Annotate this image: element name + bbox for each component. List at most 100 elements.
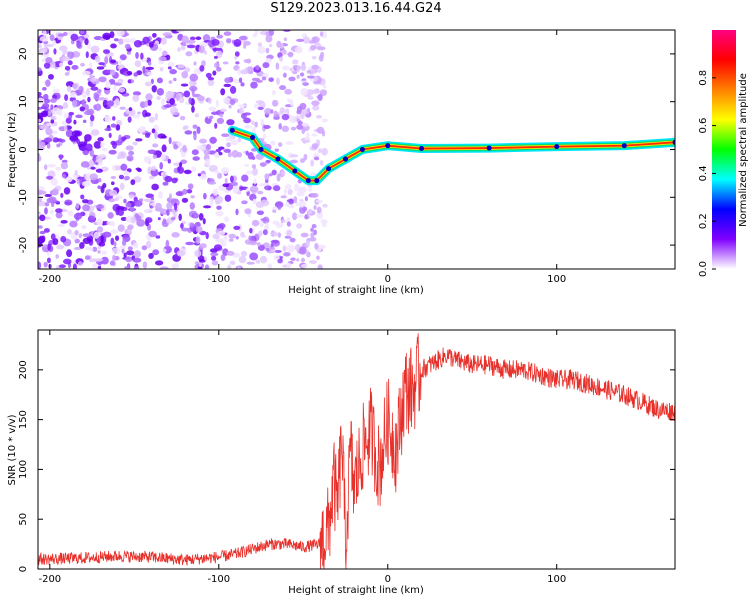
noise-speckle <box>130 179 136 186</box>
noise-speckle <box>224 177 228 184</box>
noise-speckle <box>213 244 223 251</box>
noise-speckle <box>228 238 234 242</box>
noise-speckle <box>296 38 305 43</box>
noise-speckle <box>60 220 68 224</box>
noise-speckle <box>311 100 320 106</box>
noise-speckle <box>224 194 232 202</box>
noise-speckle <box>142 261 148 269</box>
noise-speckle <box>120 136 127 141</box>
noise-speckle <box>128 150 135 156</box>
noise-speckle <box>177 166 181 172</box>
noise-speckle <box>127 224 134 230</box>
noise-speckle <box>156 88 164 96</box>
noise-speckle <box>310 232 315 238</box>
noise-speckle <box>227 151 232 158</box>
noise-speckle <box>222 183 230 188</box>
noise-speckle <box>61 159 68 163</box>
noise-speckle <box>205 232 209 240</box>
noise-speckle <box>69 135 79 142</box>
noise-speckle <box>302 122 310 127</box>
noise-speckle <box>149 205 153 209</box>
noise-speckle <box>78 233 83 239</box>
y-tick-label: 50 <box>18 513 29 526</box>
noise-speckle <box>284 235 292 239</box>
noise-speckle <box>111 181 115 186</box>
noise-speckle <box>316 211 324 220</box>
noise-speckle <box>234 56 238 60</box>
noise-speckle <box>184 125 189 130</box>
noise-speckle <box>235 236 239 240</box>
noise-speckle <box>73 212 83 220</box>
noise-speckle <box>84 38 89 46</box>
noise-speckle <box>176 30 186 33</box>
ridge-point <box>305 178 311 184</box>
noise-speckle <box>229 99 236 106</box>
noise-speckle <box>213 152 220 159</box>
x-tick-label: -200 <box>38 574 61 585</box>
noise-speckle <box>39 36 49 42</box>
noise-speckle <box>55 166 62 171</box>
noise-speckle <box>45 79 51 87</box>
noise-speckle <box>117 65 123 70</box>
noise-speckle <box>260 199 270 207</box>
noise-speckle <box>149 175 155 180</box>
noise-speckle <box>85 143 93 152</box>
noise-speckle <box>191 166 197 172</box>
noise-speckle <box>135 138 143 142</box>
noise-speckle <box>308 260 318 264</box>
noise-speckle <box>42 30 47 37</box>
noise-speckle <box>75 202 80 210</box>
noise-speckle <box>312 55 317 60</box>
noise-speckle <box>72 99 78 108</box>
noise-speckle <box>313 229 317 236</box>
noise-speckle <box>63 187 71 195</box>
noise-speckle <box>38 44 42 49</box>
noise-speckle <box>65 81 74 88</box>
noise-speckle <box>81 70 91 76</box>
noise-speckle <box>256 242 261 247</box>
noise-speckle <box>191 87 195 96</box>
noise-speckle <box>117 78 124 84</box>
noise-speckle <box>300 257 306 263</box>
ridge-point <box>621 143 627 149</box>
noise-speckle <box>64 199 73 206</box>
noise-speckle <box>40 124 50 130</box>
noise-speckle <box>300 232 309 238</box>
noise-speckle <box>94 258 104 262</box>
noise-speckle <box>80 225 87 230</box>
noise-speckle <box>319 31 324 37</box>
noise-speckle <box>199 138 207 144</box>
noise-speckle <box>118 87 126 93</box>
noise-speckle <box>148 252 154 260</box>
noise-speckle <box>38 261 42 269</box>
noise-speckle <box>147 99 152 106</box>
noise-speckle <box>321 147 328 156</box>
noise-speckle <box>152 143 159 148</box>
noise-speckle <box>55 208 63 213</box>
noise-speckle <box>108 132 112 139</box>
noise-speckle <box>310 227 314 232</box>
noise-speckle <box>249 252 259 261</box>
noise-speckle <box>270 140 276 146</box>
noise-speckle <box>98 62 105 66</box>
noise-speckle <box>196 126 201 135</box>
noise-speckle <box>222 61 229 65</box>
noise-speckle <box>299 158 306 163</box>
noise-speckle <box>64 72 70 76</box>
noise-speckle <box>80 161 90 168</box>
noise-speckle <box>193 213 199 219</box>
noise-speckle <box>226 250 235 256</box>
noise-speckle <box>289 159 298 164</box>
noise-speckle <box>87 96 91 103</box>
noise-speckle <box>295 201 299 207</box>
noise-speckle <box>257 244 265 251</box>
noise-speckle <box>105 81 111 89</box>
noise-speckle <box>308 40 315 44</box>
noise-speckle <box>268 43 273 48</box>
noise-speckle <box>94 55 101 63</box>
spectrogram-y-ticks: -20 -10 0 10 20 <box>18 48 675 253</box>
noise-speckle <box>300 87 309 96</box>
noise-speckle <box>285 141 294 145</box>
noise-speckle <box>262 229 268 236</box>
noise-speckle <box>158 190 163 199</box>
